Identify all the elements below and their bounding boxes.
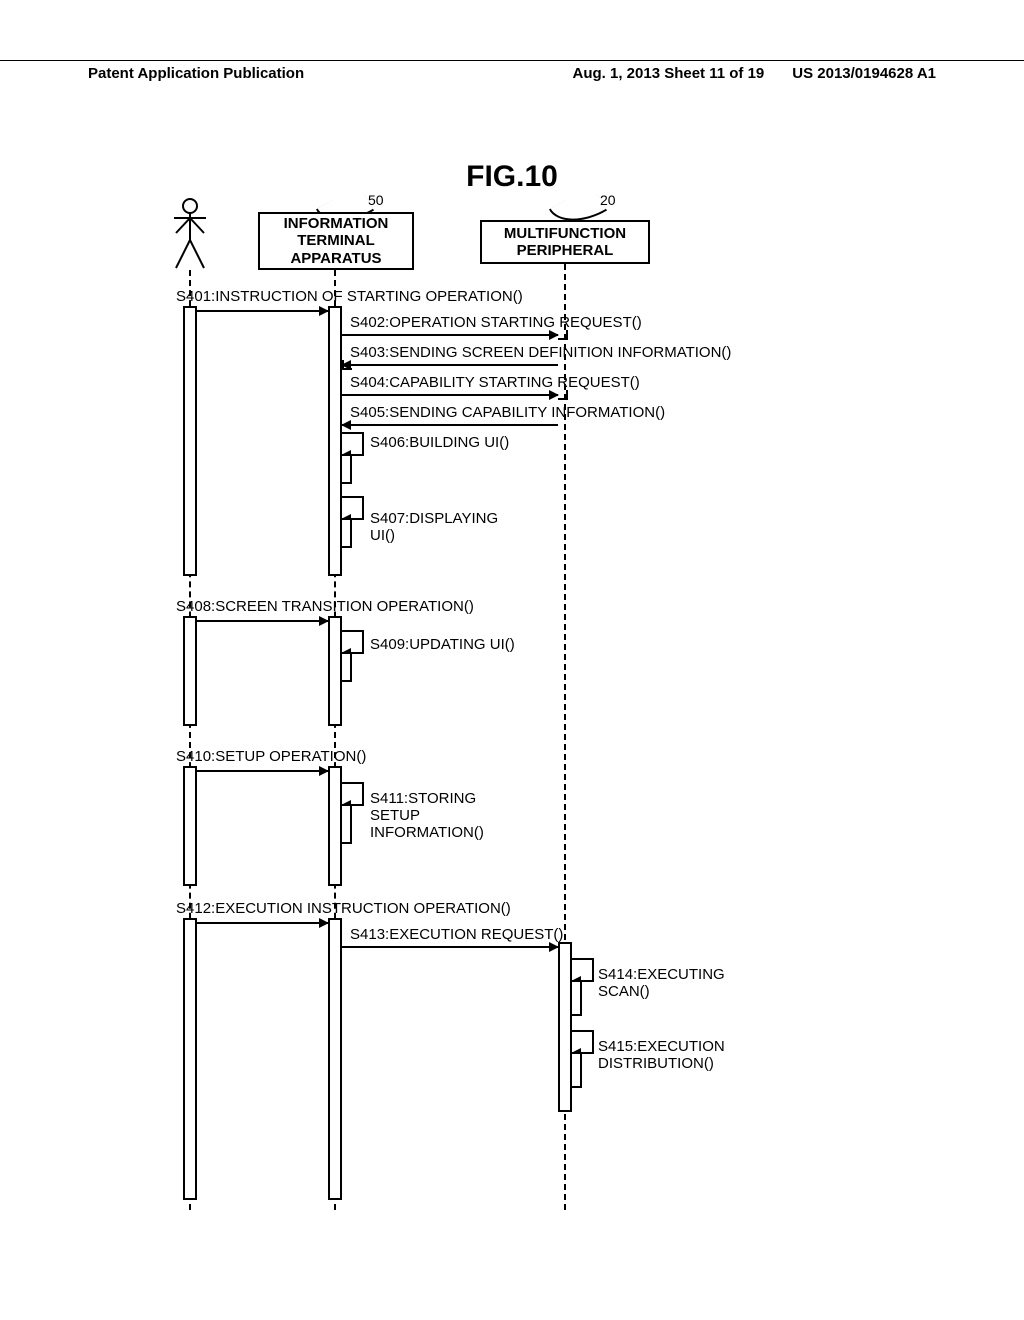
arrow-s401 <box>196 310 328 312</box>
act-user-1 <box>183 306 197 576</box>
act-s407 <box>340 518 352 548</box>
self-s409 <box>342 630 364 654</box>
msg-s411: S411:STORING SETUP INFORMATION() <box>370 790 484 841</box>
arrow-s412 <box>196 922 328 924</box>
arrow-s403 <box>342 364 558 366</box>
act-user-2 <box>183 616 197 726</box>
msg-s415: S415:EXECUTION DISTRIBUTION() <box>598 1038 725 1072</box>
terminal-box: INFORMATION TERMINAL APPARATUS <box>258 212 414 270</box>
msg-s413: S413:EXECUTION REQUEST() <box>350 926 563 943</box>
msg-s402: S402:OPERATION STARTING REQUEST() <box>350 314 642 331</box>
arrow-s405 <box>342 424 558 426</box>
sequence-diagram: 50 INFORMATION TERMINAL APPARATUS 20 MUL… <box>0 0 1024 1320</box>
self-s406 <box>342 432 364 456</box>
msg-s410: S410:SETUP OPERATION() <box>176 748 366 765</box>
act-s411 <box>340 804 352 844</box>
msg-s405: S405:SENDING CAPABILITY INFORMATION() <box>350 404 665 421</box>
self-s407 <box>342 496 364 520</box>
arrow-s410 <box>196 770 328 772</box>
msg-s408: S408:SCREEN TRANSITION OPERATION() <box>176 598 474 615</box>
user-actor-icon <box>170 198 210 270</box>
self-s411 <box>342 782 364 806</box>
msg-s401: S401:INSTRUCTION OF STARTING OPERATION() <box>176 288 523 305</box>
act-s409 <box>340 652 352 682</box>
tick-s402 <box>558 330 568 340</box>
tick-s404 <box>558 390 568 400</box>
arrow-s413 <box>342 946 558 948</box>
terminal-ref: 50 <box>368 192 384 208</box>
arrow-s402 <box>342 334 558 336</box>
arrow-s408 <box>196 620 328 622</box>
act-user-4 <box>183 918 197 1200</box>
act-s406 <box>340 454 352 484</box>
tick-s403 <box>342 360 352 370</box>
msg-s404: S404:CAPABILITY STARTING REQUEST() <box>350 374 640 391</box>
arrow-s404 <box>342 394 558 396</box>
act-s414 <box>570 980 582 1016</box>
act-s415 <box>570 1052 582 1088</box>
self-s415 <box>572 1030 594 1054</box>
msg-s406: S406:BUILDING UI() <box>370 434 509 451</box>
msg-s412: S412:EXECUTION INSTRUCTION OPERATION() <box>176 900 511 917</box>
self-s414 <box>572 958 594 982</box>
msg-s403: S403:SENDING SCREEN DEFINITION INFORMATI… <box>350 344 731 361</box>
mfp-ref: 20 <box>600 192 616 208</box>
msg-s409: S409:UPDATING UI() <box>370 636 515 653</box>
act-term-4 <box>328 918 342 1200</box>
mfp-box: MULTIFUNCTION PERIPHERAL <box>480 220 650 264</box>
msg-s407: S407:DISPLAYING UI() <box>370 510 498 544</box>
act-user-3 <box>183 766 197 886</box>
msg-s414: S414:EXECUTING SCAN() <box>598 966 725 1000</box>
